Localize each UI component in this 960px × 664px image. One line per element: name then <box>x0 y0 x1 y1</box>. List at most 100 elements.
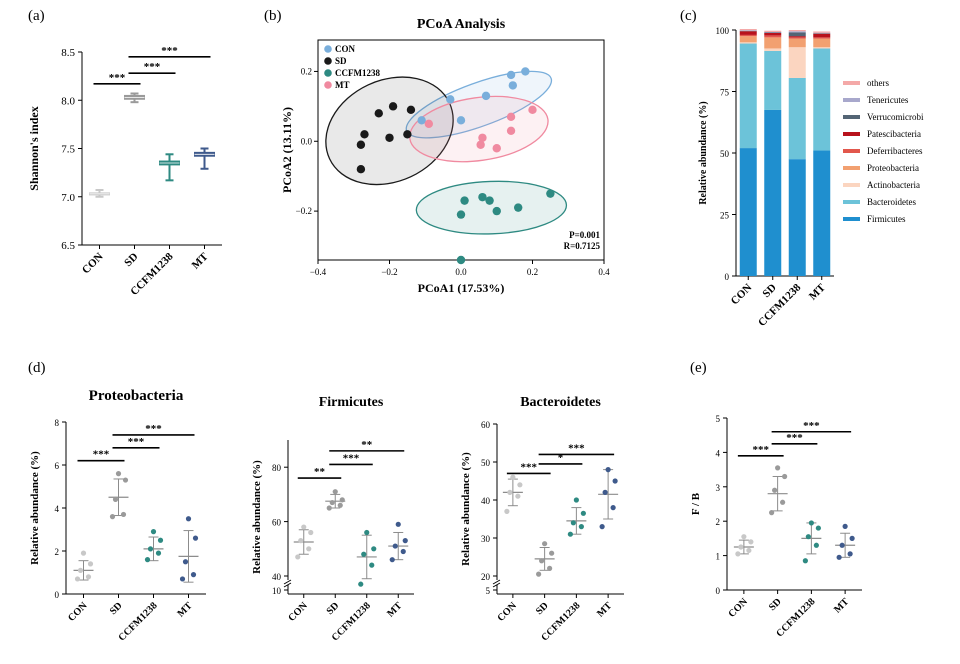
x-tick-label: CON <box>66 600 90 624</box>
legend-label: Patescibacteria <box>867 129 921 139</box>
data-point <box>326 505 332 511</box>
data-point <box>605 467 611 473</box>
significance-label: *** <box>786 432 803 444</box>
significance-label: ** <box>361 439 373 451</box>
y-tick-label: 30 <box>481 534 491 544</box>
data-point <box>839 542 845 548</box>
scatter-point <box>528 105 537 115</box>
stacked-bar-segment <box>764 35 782 38</box>
stacked-bar-segment <box>739 36 757 43</box>
data-point <box>306 546 312 552</box>
y-axis-title: Relative abundance (%) <box>698 101 709 204</box>
scatter-point <box>478 192 487 202</box>
data-point <box>298 538 304 544</box>
scatter-point <box>456 210 466 219</box>
data-point <box>746 547 752 554</box>
stacked-bar-segment <box>813 37 831 39</box>
y-tick-label: 40 <box>272 572 282 582</box>
data-point <box>157 537 164 543</box>
axis-break-gap <box>284 580 292 585</box>
stacked-bar-segment <box>764 48 782 51</box>
data-point <box>185 516 192 522</box>
data-point <box>371 546 377 552</box>
y-tick-label: 50 <box>481 458 491 468</box>
axis-break-gap <box>493 580 501 585</box>
y-tick-label: 6 <box>55 461 60 471</box>
x-tick-label: SD <box>760 282 778 300</box>
axis-break-mark <box>492 579 501 585</box>
x-tick-label: MT <box>807 281 828 302</box>
scatter-point <box>446 95 455 104</box>
legend-label: Actinobacteria <box>867 180 920 190</box>
scatter-point <box>546 189 555 198</box>
stacked-bar-segment <box>739 34 757 37</box>
data-point <box>361 551 367 557</box>
scatter-point <box>388 102 398 111</box>
y-tick-label: 60 <box>481 420 491 430</box>
scatter-point <box>456 116 466 125</box>
data-point <box>599 524 605 530</box>
stacked-bar-segment <box>788 159 806 276</box>
data-point <box>369 562 375 568</box>
significance-label: *** <box>93 449 110 461</box>
y-tick-label: 7.5 <box>61 144 75 156</box>
stacked-bar-segment <box>788 47 806 78</box>
y-tick-label: 5 <box>486 586 491 596</box>
legend-swatch <box>843 183 860 187</box>
legend-swatch <box>843 217 860 221</box>
data-point <box>190 572 197 578</box>
y-axis-title: Relative abundance (%) <box>29 451 41 565</box>
data-point <box>738 544 744 550</box>
significance-label: *** <box>128 436 145 448</box>
data-point <box>87 561 94 567</box>
significance-label: *** <box>145 423 162 435</box>
significance-label: *** <box>568 442 585 454</box>
legend-label: others <box>867 78 889 88</box>
data-point <box>122 477 129 483</box>
data-point <box>842 523 848 529</box>
chart-title: PCoA Analysis <box>417 17 506 32</box>
axis-break-mark <box>283 582 292 588</box>
stacked-bar-segment <box>788 30 806 32</box>
data-point <box>808 520 814 526</box>
x-tick-label: SD <box>767 596 784 613</box>
data-point <box>748 539 754 545</box>
x-tick-label: 0.4 <box>598 267 610 277</box>
data-point <box>570 520 576 526</box>
y-tick-label: 0.2 <box>301 66 312 76</box>
x-axis-title: PCoA1 (17.53%) <box>418 281 505 295</box>
scatter-point <box>403 130 412 139</box>
significance-label: *** <box>803 420 820 432</box>
data-point <box>542 541 548 547</box>
y-tick-label: 5 <box>716 414 721 424</box>
data-point <box>77 567 84 573</box>
stacked-bar-segment <box>788 36 806 38</box>
y-tick-label: 0 <box>55 590 60 600</box>
chart-title: Proteobacteria <box>89 388 184 404</box>
legend-label: Firmicutes <box>867 214 906 224</box>
significance-label: * <box>558 452 564 464</box>
y-tick-label: 50 <box>720 149 730 159</box>
data-point <box>295 554 301 560</box>
x-tick-label: CON <box>80 251 106 277</box>
y-tick-label: 20 <box>481 572 491 582</box>
data-point <box>602 489 608 495</box>
y-tick-label: 4 <box>55 504 60 514</box>
y-axis-title: Relative abundance (%) <box>460 452 472 566</box>
data-point <box>308 529 314 536</box>
scatter-point <box>521 67 530 76</box>
x-tick-label: −0.2 <box>381 267 397 277</box>
significance-label: *** <box>161 45 178 57</box>
stacked-bar-segment <box>739 148 757 276</box>
data-point <box>192 535 199 541</box>
legend-label: CCFM1238 <box>335 68 380 78</box>
stacked-bar-segment <box>813 47 831 49</box>
stacked-bar-segment <box>813 150 831 276</box>
scatter-point <box>356 165 366 174</box>
y-tick-label: 8 <box>55 418 60 428</box>
data-point <box>612 478 618 484</box>
y-tick-label: 2 <box>55 547 60 557</box>
y-tick-label: 0 <box>716 586 721 596</box>
